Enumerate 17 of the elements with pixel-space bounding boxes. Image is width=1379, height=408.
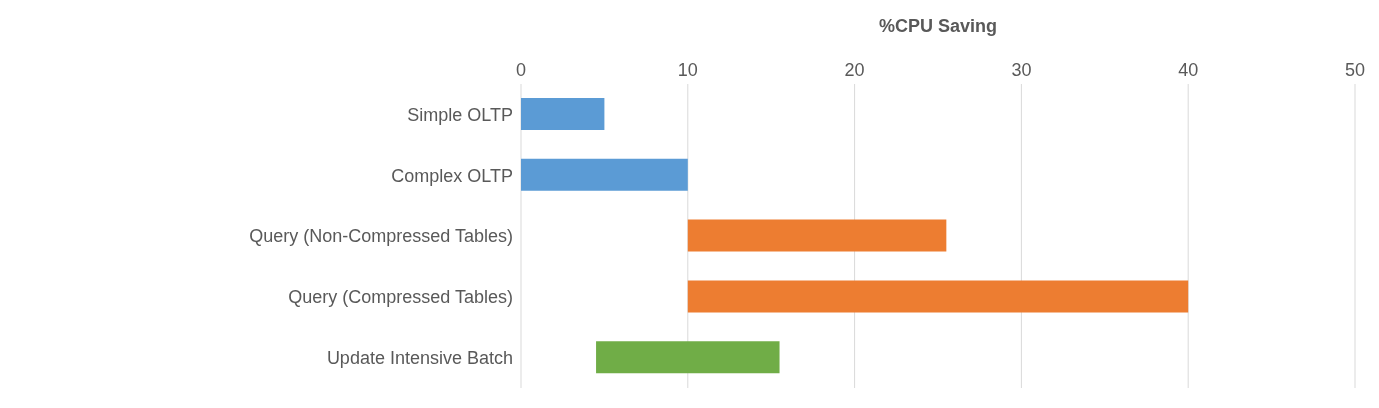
y-tick-label: Update Intensive Batch — [326, 347, 513, 368]
y-tick-label: Simple OLTP — [407, 104, 513, 125]
x-tick-label: 0 — [515, 60, 527, 80]
y-tick-label: Query (Non-Compressed Tables) — [249, 226, 513, 247]
y-tick-label: Query (Compressed Tables) — [288, 287, 513, 308]
bar — [687, 280, 1189, 313]
bar — [521, 98, 605, 130]
x-tick-label: 30 — [1011, 60, 1032, 80]
x-tick-label: 20 — [844, 60, 865, 80]
bar — [596, 341, 780, 374]
x-tick-label: 50 — [1344, 60, 1366, 80]
bar — [521, 158, 688, 191]
bar — [687, 219, 947, 252]
x-tick-label: 40 — [1178, 60, 1199, 80]
y-tick-label: Complex OLTP — [391, 165, 513, 186]
x-tick-label: 10 — [677, 60, 698, 80]
chart-title: %CPU Saving — [878, 15, 998, 38]
